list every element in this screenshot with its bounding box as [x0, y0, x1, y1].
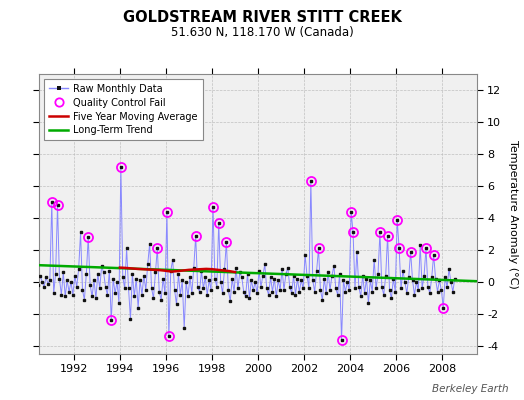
Text: GOLDSTREAM RIVER STITT CREEK: GOLDSTREAM RIVER STITT CREEK: [123, 10, 401, 25]
Legend: Raw Monthly Data, Quality Control Fail, Five Year Moving Average, Long-Term Tren: Raw Monthly Data, Quality Control Fail, …: [44, 79, 203, 140]
Text: Berkeley Earth: Berkeley Earth: [432, 384, 508, 394]
Text: 51.630 N, 118.170 W (Canada): 51.630 N, 118.170 W (Canada): [171, 26, 353, 39]
Y-axis label: Temperature Anomaly (°C): Temperature Anomaly (°C): [508, 140, 518, 288]
